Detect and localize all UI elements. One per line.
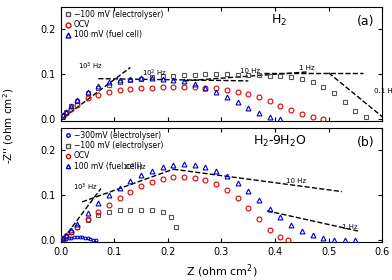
Text: H$_2$-9H$_2$O: H$_2$-9H$_2$O xyxy=(252,134,306,149)
Text: 1 Hz: 1 Hz xyxy=(299,65,315,71)
Text: 10 Hz: 10 Hz xyxy=(286,178,306,185)
Text: $10^2$ Hz: $10^2$ Hz xyxy=(122,162,147,173)
X-axis label: Z (ohm cm$^2$): Z (ohm cm$^2$) xyxy=(186,263,257,280)
Text: H$_2$: H$_2$ xyxy=(271,13,287,28)
Text: (a): (a) xyxy=(357,15,374,28)
Text: -Z'' (ohm cm$^2$): -Z'' (ohm cm$^2$) xyxy=(1,88,16,164)
Text: (b): (b) xyxy=(357,136,374,149)
Text: $10^2$ Hz: $10^2$ Hz xyxy=(142,67,167,79)
Text: 0.1 Hz: 0.1 Hz xyxy=(374,88,392,94)
Legend: −100 mV (electrolyser), OCV, 100 mV (fuel cell): −100 mV (electrolyser), OCV, 100 mV (fue… xyxy=(63,9,164,40)
Legend: −300mV (electrolyser), −100 mV (electrolyser), OCV, 100 mV (fuel cell): −300mV (electrolyser), −100 mV (electrol… xyxy=(63,130,164,171)
Text: 10 Hz: 10 Hz xyxy=(240,68,260,74)
Text: 1 Hz: 1 Hz xyxy=(342,224,358,230)
Text: $10^3$ Hz: $10^3$ Hz xyxy=(78,61,103,72)
Text: $10^3$ Hz: $10^3$ Hz xyxy=(73,182,98,193)
